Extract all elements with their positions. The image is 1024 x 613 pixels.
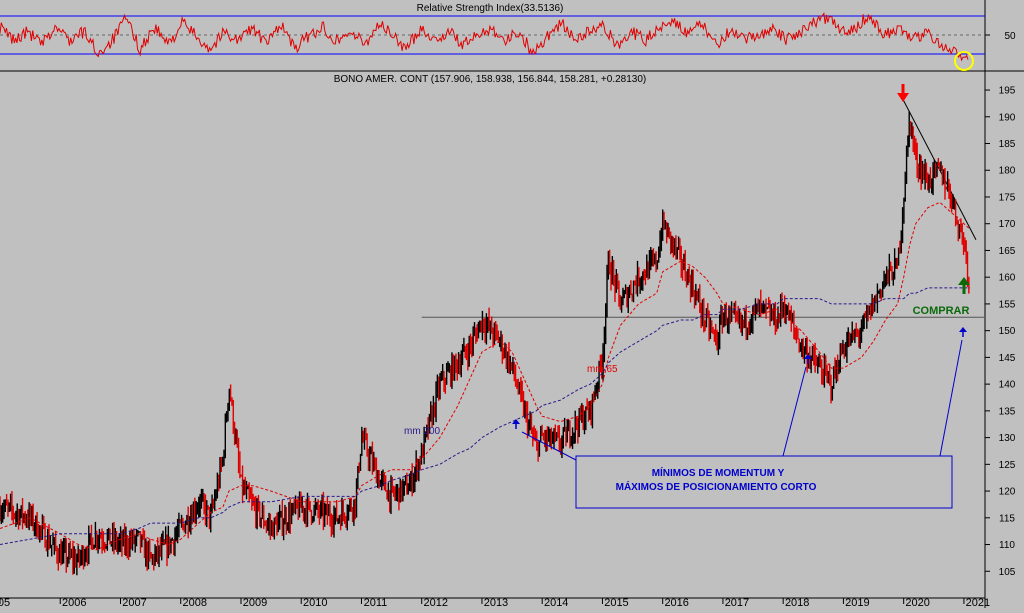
callout-line-2021 <box>939 339 963 457</box>
x-tick-label: 2021 <box>966 597 990 608</box>
y-tick-label: 190 <box>999 112 1016 123</box>
info-box-line1: MÍNIMOS DE MOMENTUM Y <box>652 466 785 479</box>
y-tick-label: 195 <box>999 86 1016 97</box>
y-tick-label: 160 <box>999 273 1016 284</box>
x-tick-label: 2007 <box>122 597 146 608</box>
x-tick-label: 2013 <box>484 597 508 608</box>
red-sell-arrow-icon <box>897 84 909 102</box>
rsi-layer <box>0 12 990 62</box>
trend-line <box>903 100 977 240</box>
y-tick-label: 170 <box>999 219 1016 230</box>
y-tick-label: 125 <box>999 460 1016 471</box>
green-buy-arrow-icon <box>958 277 970 294</box>
rsi-line <box>0 12 969 62</box>
x-tick-label: 2009 <box>243 597 267 608</box>
x-tick-label: 2018 <box>785 597 809 608</box>
y-tick-label: 105 <box>999 567 1016 578</box>
callout-line-2018 <box>782 366 807 457</box>
moving-averages <box>0 201 971 551</box>
x-tick-label: 05 <box>0 597 10 608</box>
y-tick-label: 110 <box>999 540 1015 551</box>
candles <box>0 111 970 576</box>
up-arrow-icon <box>959 327 967 337</box>
x-tick-label: 2008 <box>182 597 206 608</box>
up-arrow-icon <box>804 354 812 364</box>
mm65-label: mm 65 <box>587 364 618 375</box>
callout-line-2013 <box>521 431 577 461</box>
rsi-title: Relative Strength Index(33.5136) <box>417 3 564 14</box>
y-tick-label: 130 <box>999 433 1016 444</box>
rsi-tick-label: 50 <box>1004 31 1016 42</box>
y-tick-label: 155 <box>999 299 1016 310</box>
y-tick-label: 185 <box>999 139 1016 150</box>
y-tick-label: 175 <box>999 192 1016 203</box>
y-tick-label: 145 <box>999 353 1016 364</box>
x-tick-label: 2019 <box>845 597 869 608</box>
x-tick-label: 2006 <box>62 597 86 608</box>
y-tick-label: 140 <box>999 380 1016 391</box>
y-tick-label: 135 <box>999 406 1016 417</box>
x-tick-label: 2014 <box>544 597 568 608</box>
x-tick-label: 2012 <box>423 597 447 608</box>
up-arrow-icon <box>512 419 520 429</box>
mm200-label: mm 200 <box>404 426 441 437</box>
mm200-line <box>0 287 970 545</box>
x-tick-label: 2020 <box>905 597 929 608</box>
x-tick-label: 2017 <box>725 597 749 608</box>
x-tick-label: 2016 <box>664 597 688 608</box>
y-tick-label: 180 <box>999 166 1016 177</box>
x-tick-label: 2011 <box>364 597 388 608</box>
x-tick-label: 2010 <box>303 597 327 608</box>
info-box <box>575 455 953 509</box>
y-tick-label: 150 <box>999 326 1016 337</box>
y-tick-label: 120 <box>999 487 1016 498</box>
y-tick-label: 165 <box>999 246 1016 257</box>
price-title: BONO AMER. CONT (157.906, 158.938, 156.8… <box>334 74 647 85</box>
highlight-circle-icon <box>954 51 974 71</box>
y-tick-label: 115 <box>999 513 1015 524</box>
info-box-line2: MÁXIMOS DE POSICIONAMIENTO CORTO <box>616 480 817 493</box>
comprar-label: COMPRAR <box>913 305 970 317</box>
x-tick-label: 2015 <box>604 597 628 608</box>
price-axis: 195 190 185 180 175 170 165 160 155 150 145 140 135 1… <box>0 86 1016 609</box>
